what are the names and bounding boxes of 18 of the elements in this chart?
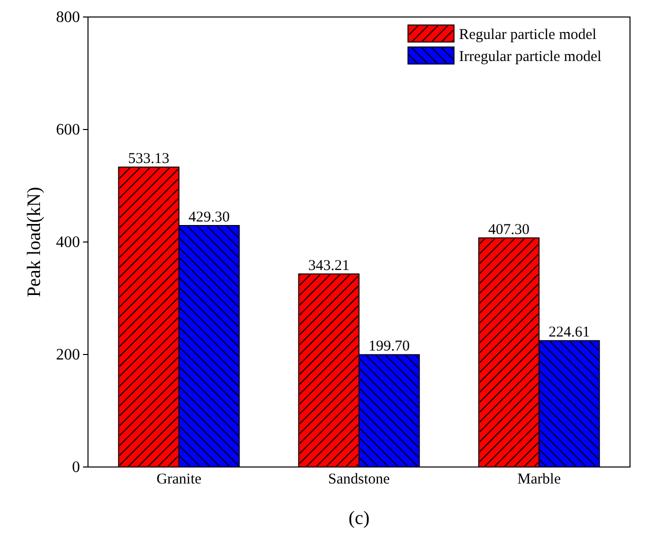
text: 199.70 bbox=[368, 338, 410, 355]
y-tick-label: 200 bbox=[56, 346, 80, 364]
text: 533.13 bbox=[128, 151, 170, 168]
x-tick-label: Granite bbox=[156, 472, 202, 488]
text: 224.61 bbox=[548, 324, 590, 341]
y-tick-label: 0 bbox=[72, 459, 80, 476]
legend-label: Regular particle model bbox=[459, 27, 596, 43]
text: 429.30 bbox=[188, 210, 230, 226]
y-tick-label: 800 bbox=[56, 9, 80, 26]
y-tick-label: 400 bbox=[56, 234, 80, 252]
x-tick-label: Sandstone bbox=[328, 472, 390, 488]
x-tick-label: Marble bbox=[517, 472, 562, 488]
text: 407.30 bbox=[488, 222, 530, 238]
text: 343.21 bbox=[308, 258, 350, 274]
legend-label: Irregular particle model bbox=[459, 49, 602, 65]
y-tick-label: 600 bbox=[56, 122, 80, 139]
text: (c) bbox=[348, 508, 370, 529]
y-axis-title: Peak load(kN) bbox=[24, 186, 45, 298]
